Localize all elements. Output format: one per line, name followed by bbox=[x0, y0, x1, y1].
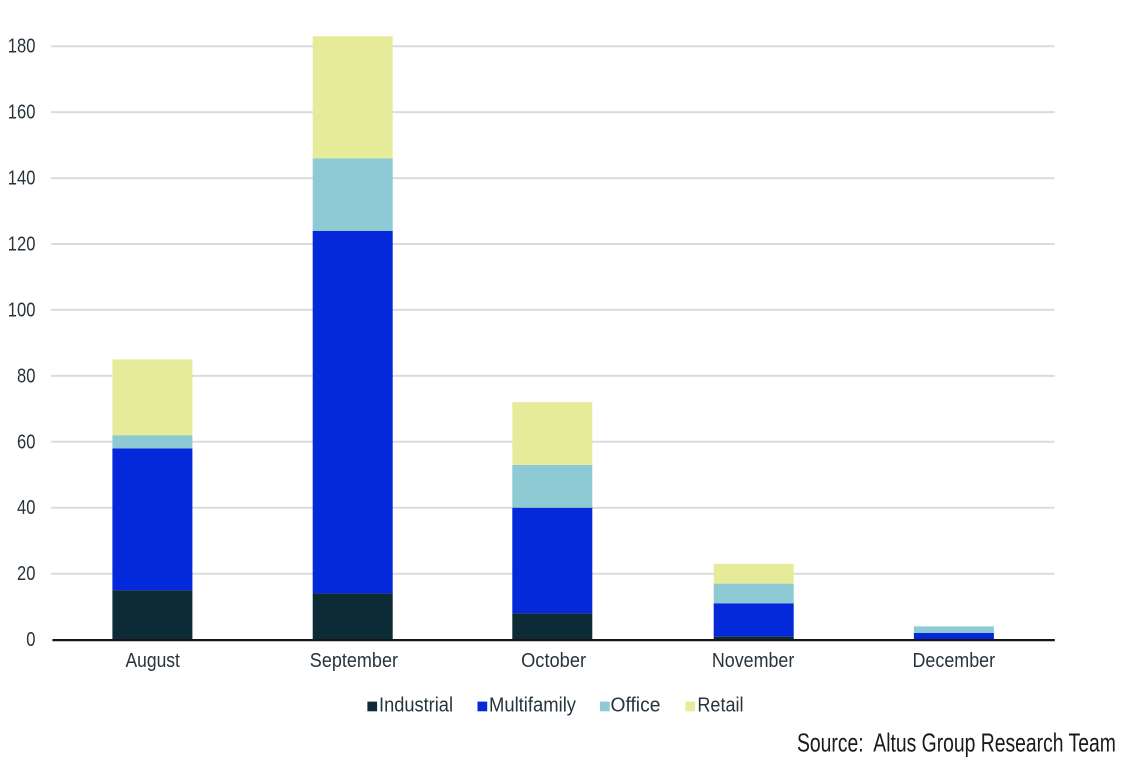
svg-text:140: 140 bbox=[8, 168, 36, 190]
svg-text:November: November bbox=[712, 650, 795, 672]
svg-text:Retail: Retail bbox=[697, 694, 743, 716]
svg-text:September: September bbox=[310, 650, 398, 672]
svg-text:Multifamily: Multifamily bbox=[489, 694, 576, 716]
svg-text:100: 100 bbox=[8, 299, 36, 321]
svg-text:October: October bbox=[521, 650, 586, 672]
svg-text:Industrial: Industrial bbox=[379, 694, 453, 716]
svg-text:180: 180 bbox=[8, 36, 36, 58]
svg-text:Office: Office bbox=[611, 694, 661, 716]
svg-text:80: 80 bbox=[17, 365, 35, 387]
svg-text:Source: Altus Group Research: Source: Altus Group Research Team bbox=[797, 728, 1116, 758]
svg-text:160: 160 bbox=[8, 102, 36, 124]
svg-text:20: 20 bbox=[17, 563, 35, 585]
svg-text:120: 120 bbox=[8, 234, 36, 256]
svg-text:40: 40 bbox=[17, 497, 35, 519]
svg-text:60: 60 bbox=[17, 431, 35, 453]
svg-text:0: 0 bbox=[26, 629, 35, 651]
svg-text:December: December bbox=[913, 650, 996, 672]
svg-text:August: August bbox=[126, 650, 181, 672]
